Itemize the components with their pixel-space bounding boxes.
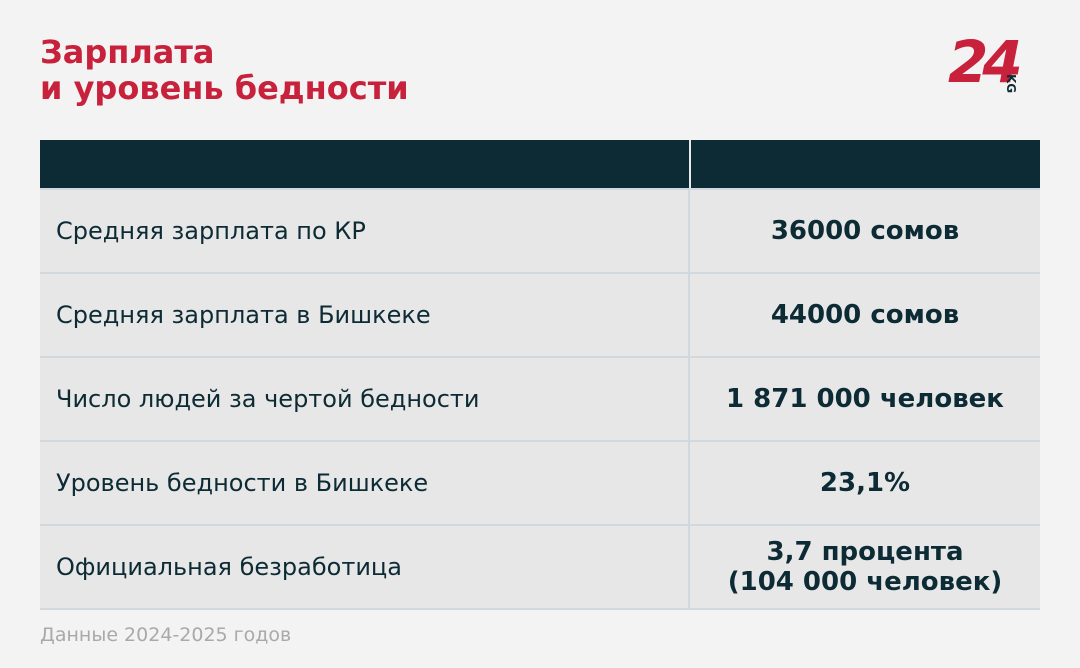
row-value: 23,1% [690,442,1040,524]
table-row: Уровень бедности в Бишкеке 23,1% [40,440,1040,524]
table-row: Средняя зарплата в Бишкеке 44000 сомов [40,272,1040,356]
row-label: Число людей за чертой бедности [40,358,690,440]
row-label: Средняя зарплата по КР [40,190,690,272]
value-line: 23,1% [819,468,911,498]
footer-note: Данные 2024-2025 годов [40,624,292,646]
table-row: Число людей за чертой бедности 1 871 000 … [40,356,1040,440]
title: Зарплата и уровень бедности [40,34,409,106]
title-line: и уровень бедности [40,69,409,107]
header-divider [689,140,691,188]
row-label: Средняя зарплата в Бишкеке [40,274,690,356]
value-line: 1 871 000 человек [726,384,1004,414]
table-row: Официальная безработица 3,7 процента (104 … [40,524,1040,610]
row-value: 3,7 процента (104 000 человек) [690,526,1040,608]
logo: 24 KG [948,30,1048,100]
row-value: 36000 сомов [690,190,1040,272]
row-value: 44000 сомов [690,274,1040,356]
value-line: 3,7 процента [766,537,964,567]
value-line: (104 000 человек) [727,567,1003,597]
table-row: Средняя зарплата по КР 36000 сомов [40,188,1040,272]
row-label: Уровень бедности в Бишкеке [40,442,690,524]
logo-suffix: KG [1004,74,1018,94]
title-line: Зарплата [40,33,215,71]
row-value: 1 871 000 человек [690,358,1040,440]
table: Средняя зарплата по КР 36000 сомов Средняя… [40,140,1040,610]
value-line: 44000 сомов [770,300,960,330]
logo-number: 24 [948,28,1023,96]
row-label: Официальная безработица [40,526,690,608]
value-line: 36000 сомов [770,216,960,246]
table-header [40,140,1040,188]
